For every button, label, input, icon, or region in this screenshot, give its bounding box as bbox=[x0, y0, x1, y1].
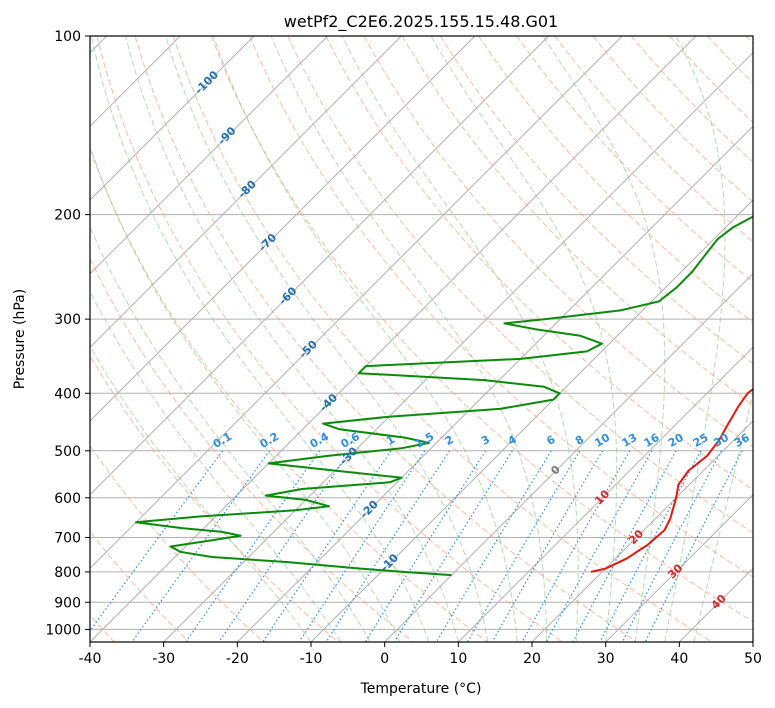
axes-ticks: -40 -30 -20 -10 0 10 20 30 40 50 100 200 300 400 500 60… bbox=[45, 29, 762, 667]
x-tick-label: 10 bbox=[449, 651, 467, 667]
isotherm-line bbox=[90, 36, 623, 570]
isotherm-line bbox=[384, 272, 753, 642]
dry-adiabat-line bbox=[325, 36, 753, 491]
y-tick-label: 800 bbox=[54, 565, 81, 581]
y-tick-label: 500 bbox=[54, 444, 81, 460]
x-tick-label: -10 bbox=[300, 651, 323, 667]
mixing-ratio-line bbox=[545, 450, 653, 642]
mixing-ratio-line bbox=[393, 450, 513, 642]
dry-adiabat-line bbox=[630, 36, 753, 163]
y-tick-label: 600 bbox=[54, 491, 81, 507]
isotherm-line bbox=[310, 199, 753, 642]
dry-adiabat-line bbox=[363, 36, 753, 448]
mixing-ratio-line bbox=[435, 450, 552, 642]
chart-title: wetPf2_C2E6.2025.155.15.48.G01 bbox=[284, 12, 558, 32]
temperature-profile-line bbox=[590, 387, 753, 573]
mixing-ratio-line bbox=[644, 450, 743, 642]
moist-adiabat-line bbox=[165, 36, 489, 642]
moist-adiabat-line bbox=[270, 36, 548, 642]
moist-adiabat-line bbox=[90, 344, 312, 642]
isotherm-line bbox=[90, 36, 329, 275]
x-axis-title: Temperature (°C) bbox=[360, 681, 482, 697]
x-tick-label: 30 bbox=[597, 651, 615, 667]
dry-adiabat-line bbox=[516, 36, 753, 283]
y-tick-label: 900 bbox=[54, 595, 81, 611]
dry-adiabat-line bbox=[134, 36, 638, 642]
x-tick-label: -40 bbox=[79, 651, 102, 667]
dry-adiabat-line bbox=[592, 36, 753, 203]
y-tick-label: 300 bbox=[54, 312, 81, 328]
x-tick-label: 0 bbox=[380, 651, 389, 667]
grid-lines bbox=[90, 36, 753, 642]
dry-adiabat-line bbox=[439, 36, 753, 365]
isotherm-line bbox=[90, 36, 550, 496]
plot-frame bbox=[89, 35, 754, 643]
plot-area bbox=[90, 36, 753, 642]
y-tick-label: 400 bbox=[54, 386, 81, 402]
mixing-ratio-line bbox=[621, 450, 722, 642]
mixing-ratio-line bbox=[218, 450, 351, 642]
mixing-ratio-line bbox=[521, 450, 631, 642]
x-tick-label: 20 bbox=[523, 651, 541, 667]
dry-adiabat-line bbox=[90, 444, 264, 642]
isotherm-line bbox=[531, 420, 753, 642]
x-tick-label: -20 bbox=[226, 651, 249, 667]
dry-adiabat-line bbox=[172, 36, 712, 642]
moist-adiabat-line bbox=[90, 36, 430, 642]
dry-adiabat-line bbox=[401, 36, 753, 406]
isotherm-line bbox=[457, 346, 753, 642]
dewpoint-profile-line bbox=[135, 215, 753, 577]
dry-adiabat-line bbox=[90, 530, 190, 642]
isotherm-line bbox=[90, 36, 255, 201]
mixing-ratio-line bbox=[90, 450, 224, 632]
x-tick-label: 40 bbox=[670, 651, 688, 667]
moist-adiabat-line bbox=[542, 36, 666, 642]
y-tick-label: 100 bbox=[54, 29, 81, 45]
moist-adiabat-line bbox=[90, 144, 400, 642]
x-tick-label: 50 bbox=[744, 651, 762, 667]
y-axis-title: Pressure (hPa) bbox=[12, 289, 28, 389]
background-lines bbox=[90, 36, 753, 642]
y-tick-label: 200 bbox=[54, 208, 81, 224]
isotherm-line bbox=[236, 125, 753, 642]
moist-adiabat-line bbox=[125, 36, 459, 642]
isotherm-line bbox=[90, 36, 402, 349]
mixing-ratio-line bbox=[185, 450, 321, 642]
dry-adiabat-line bbox=[478, 36, 753, 324]
series-lines bbox=[135, 215, 753, 577]
dry-adiabat-line bbox=[96, 36, 563, 642]
moist-adiabat-line bbox=[664, 36, 726, 642]
moist-adiabat-line bbox=[90, 225, 371, 642]
moist-adiabat-line bbox=[212, 36, 518, 642]
isotherm-line bbox=[605, 493, 753, 642]
x-tick-label: -30 bbox=[152, 651, 175, 667]
y-tick-label: 1000 bbox=[45, 622, 81, 638]
mixing-ratio-line bbox=[298, 450, 426, 642]
moist-adiabat-line bbox=[341, 36, 579, 642]
moist-adiabat-line bbox=[430, 36, 618, 642]
isotherm-line bbox=[90, 36, 476, 422]
isotherm-line bbox=[90, 36, 697, 642]
dry-adiabat-line bbox=[90, 257, 414, 642]
dry-adiabat-line bbox=[249, 36, 753, 578]
y-tick-label: 700 bbox=[54, 531, 81, 547]
isotherm-line bbox=[163, 51, 753, 642]
